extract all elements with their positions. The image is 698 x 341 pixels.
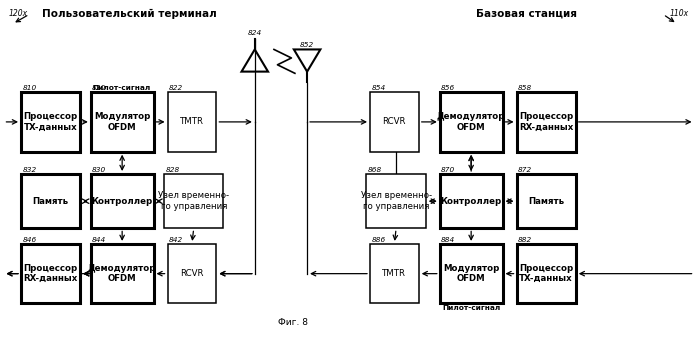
Text: 120x: 120x bbox=[8, 9, 27, 17]
Text: Контроллер: Контроллер bbox=[440, 197, 502, 206]
Text: 110x: 110x bbox=[670, 9, 689, 17]
Bar bbox=[91, 244, 154, 303]
Text: 820: 820 bbox=[92, 85, 106, 91]
Text: Процессор
TX-данных: Процессор TX-данных bbox=[519, 264, 573, 283]
Text: Память: Память bbox=[33, 197, 68, 206]
Bar bbox=[366, 174, 426, 228]
Text: Контроллер: Контроллер bbox=[91, 197, 153, 206]
Text: 872: 872 bbox=[518, 167, 532, 173]
Bar bbox=[21, 92, 80, 152]
Text: 854: 854 bbox=[371, 85, 385, 91]
Text: Процессор
RX-данных: Процессор RX-данных bbox=[24, 264, 77, 283]
Text: Процессор
TX-данных: Процессор TX-данных bbox=[24, 112, 77, 132]
Text: Память: Память bbox=[528, 197, 564, 206]
Bar bbox=[517, 174, 576, 228]
Text: Пользовательский терминал: Пользовательский терминал bbox=[42, 9, 216, 19]
Bar bbox=[91, 174, 154, 228]
Text: Фиг. 8: Фиг. 8 bbox=[279, 318, 308, 327]
Text: 828: 828 bbox=[165, 167, 179, 173]
Text: 830: 830 bbox=[92, 167, 106, 173]
Bar bbox=[370, 244, 419, 303]
Bar bbox=[91, 92, 154, 152]
Text: Базовая станция: Базовая станция bbox=[477, 9, 577, 18]
Bar bbox=[517, 244, 576, 303]
Bar bbox=[370, 92, 419, 152]
Bar bbox=[517, 92, 576, 152]
Text: 884: 884 bbox=[441, 237, 455, 243]
Text: Процессор
RX-данных: Процессор RX-данных bbox=[519, 112, 573, 132]
Text: 886: 886 bbox=[371, 237, 385, 243]
Text: 868: 868 bbox=[368, 167, 382, 173]
Text: 852: 852 bbox=[300, 42, 314, 48]
Text: RCVR: RCVR bbox=[383, 117, 406, 127]
Bar bbox=[21, 244, 80, 303]
Text: 870: 870 bbox=[441, 167, 455, 173]
Text: 810: 810 bbox=[22, 85, 36, 91]
Text: Узел временно-
го управления: Узел временно- го управления bbox=[158, 192, 229, 211]
Text: Пилот-сигнал: Пилот-сигнал bbox=[442, 305, 500, 311]
Bar bbox=[440, 92, 503, 152]
Text: Узел временно-
го управления: Узел временно- го управления bbox=[361, 192, 431, 211]
Text: RCVR: RCVR bbox=[180, 269, 204, 278]
Bar bbox=[168, 92, 216, 152]
Text: 844: 844 bbox=[92, 237, 106, 243]
Text: 846: 846 bbox=[22, 237, 36, 243]
Text: 842: 842 bbox=[169, 237, 183, 243]
Text: TMTR: TMTR bbox=[180, 117, 204, 127]
Text: 824: 824 bbox=[248, 30, 262, 36]
Text: Демодулятор
OFDM: Демодулятор OFDM bbox=[437, 112, 505, 132]
Bar bbox=[168, 244, 216, 303]
Text: Модулятор
OFDM: Модулятор OFDM bbox=[443, 264, 499, 283]
Text: 858: 858 bbox=[518, 85, 532, 91]
Bar bbox=[21, 174, 80, 228]
Bar bbox=[440, 174, 503, 228]
Text: 822: 822 bbox=[169, 85, 183, 91]
Text: Пилот-сигнал: Пилот-сигнал bbox=[93, 85, 151, 91]
Text: 856: 856 bbox=[441, 85, 455, 91]
Bar bbox=[440, 244, 503, 303]
Text: 882: 882 bbox=[518, 237, 532, 243]
Text: Демодулятор
OFDM: Демодулятор OFDM bbox=[88, 264, 156, 283]
Bar bbox=[164, 174, 223, 228]
Text: Модулятор
OFDM: Модулятор OFDM bbox=[94, 112, 150, 132]
Text: 832: 832 bbox=[22, 167, 36, 173]
Text: TMTR: TMTR bbox=[383, 269, 406, 278]
